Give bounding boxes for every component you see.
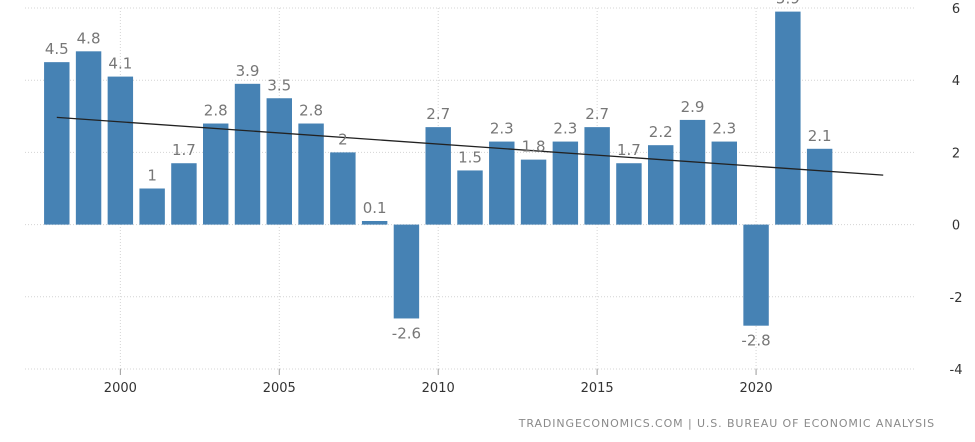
bar xyxy=(107,76,134,225)
bar xyxy=(552,141,579,225)
trendline xyxy=(56,116,884,176)
y-tick-label: -2 xyxy=(950,291,963,306)
bars xyxy=(44,11,833,326)
y-tick-label: -4 xyxy=(950,363,963,378)
source-text: TRADINGECONOMICS.COM | U.S. BUREAU OF EC… xyxy=(518,417,935,430)
data-label: 2.9 xyxy=(681,98,705,116)
bar xyxy=(489,141,515,225)
data-label: 2.3 xyxy=(553,120,577,138)
bar xyxy=(44,62,70,225)
bar xyxy=(648,145,674,225)
data-label: 2.7 xyxy=(585,105,609,123)
data-label: 2 xyxy=(338,130,348,148)
bar xyxy=(457,170,483,225)
trendline-group xyxy=(56,116,884,176)
x-tick-label: 2020 xyxy=(740,381,773,396)
data-label: 2.7 xyxy=(426,105,450,123)
y-axis: 6 4 2 0 -2 -4 xyxy=(950,2,963,378)
y-tick-label: 0 xyxy=(952,219,960,234)
data-label: 4.1 xyxy=(108,55,132,73)
data-label: 1 xyxy=(147,167,157,185)
bar xyxy=(679,119,706,225)
data-label: 3.9 xyxy=(236,62,260,80)
x-tick-label: 2010 xyxy=(422,381,455,396)
bar xyxy=(711,141,737,225)
x-tick-label: 2005 xyxy=(263,381,296,396)
x-tick-label: 2015 xyxy=(581,381,614,396)
data-label: 2.3 xyxy=(712,120,736,138)
bar xyxy=(234,83,261,225)
bar xyxy=(616,163,642,225)
x-tick-label: 2000 xyxy=(104,381,137,396)
data-label: 1.8 xyxy=(522,138,546,156)
data-label: 2.8 xyxy=(204,102,228,120)
data-label: -2.8 xyxy=(741,332,770,350)
data-label: 5.9 xyxy=(776,0,800,8)
bar xyxy=(266,98,292,225)
bar xyxy=(361,220,388,225)
data-label: 4.5 xyxy=(45,40,69,58)
data-label: 2.1 xyxy=(808,127,832,145)
data-label: 4.8 xyxy=(77,29,101,47)
bar xyxy=(203,123,229,225)
bar xyxy=(75,51,102,225)
y-tick-label: 6 xyxy=(952,2,960,17)
data-label: 1.7 xyxy=(172,141,196,159)
bar xyxy=(806,148,833,225)
bar xyxy=(520,159,547,225)
y-tick-label: 4 xyxy=(952,74,960,89)
bar xyxy=(775,11,801,225)
data-label: 3.5 xyxy=(267,76,291,94)
data-label: -2.6 xyxy=(392,324,421,342)
y-tick-label: 2 xyxy=(952,146,960,161)
bar xyxy=(393,224,420,319)
data-label: 1.7 xyxy=(617,141,641,159)
bar xyxy=(298,123,324,225)
bar xyxy=(425,127,451,225)
bar xyxy=(330,152,356,225)
x-axis: 2000 2005 2010 2015 2020 xyxy=(104,369,773,396)
data-label: 1.5 xyxy=(458,148,482,166)
data-label: 0.1 xyxy=(363,199,387,217)
data-label: 2.3 xyxy=(490,120,514,138)
bar xyxy=(584,127,610,225)
data-label: 2.2 xyxy=(649,123,673,141)
data-labels: 4.5 4.8 4.1 1 1.7 2.8 3.9 3.5 2.8 2 0.1 -2.6 2.7 1.5 2… xyxy=(45,0,832,350)
bar xyxy=(743,224,769,326)
bar xyxy=(139,188,165,225)
data-label: 2.8 xyxy=(299,102,323,120)
bar xyxy=(171,163,197,225)
